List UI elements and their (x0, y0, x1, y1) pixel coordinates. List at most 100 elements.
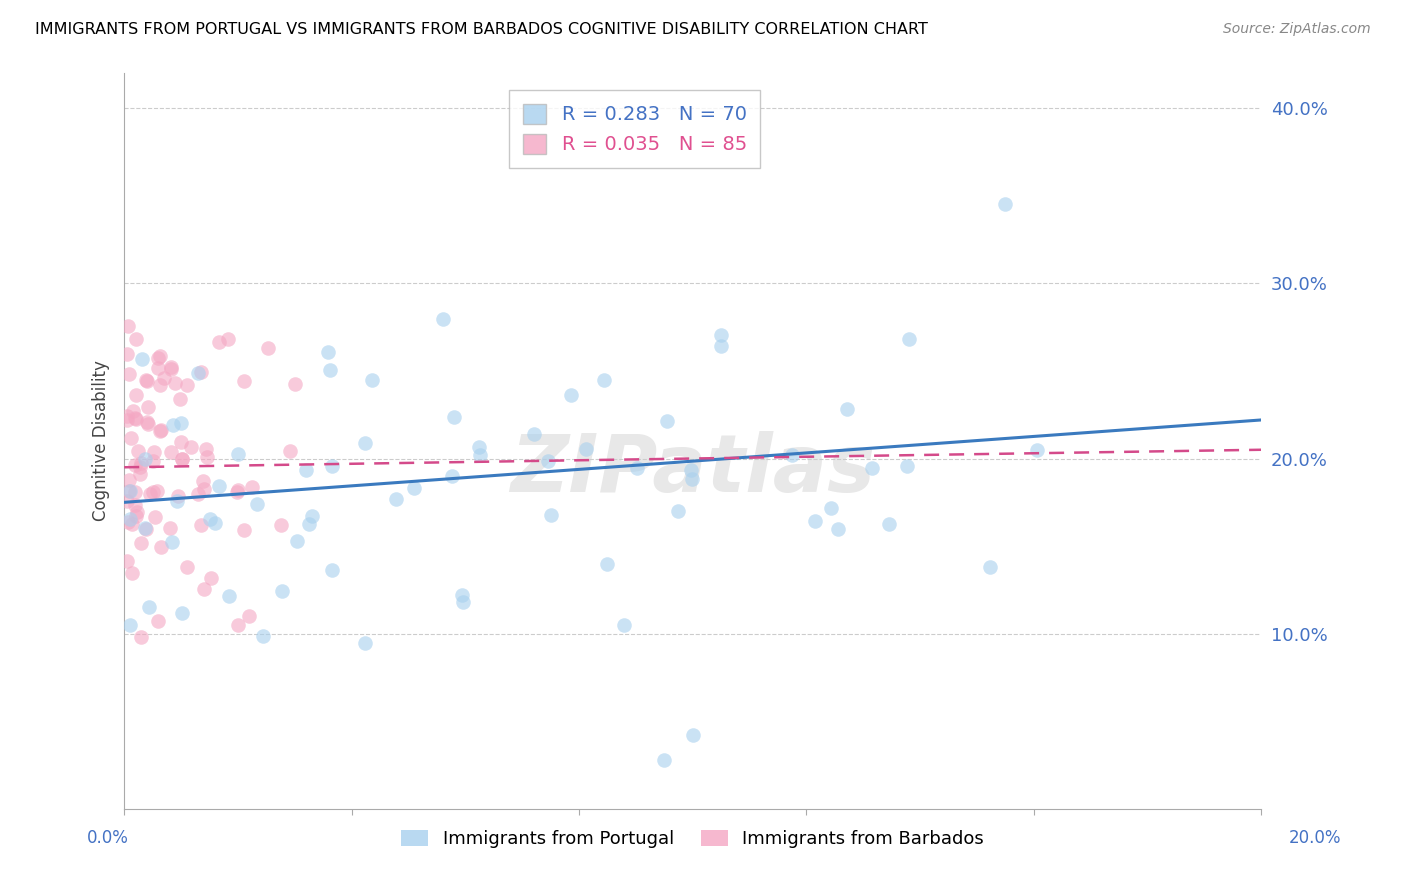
Point (162, 417, 184, 432)
Point (385, 491, 408, 506)
Point (652, 753, 675, 767)
Point (453, 594, 475, 608)
Point (240, 480, 263, 494)
Point (321, 459, 343, 474)
Point (131, 351, 153, 366)
Point (897, 332, 920, 346)
Point (125, 412, 148, 426)
Point (176, 378, 198, 392)
Point (129, 535, 152, 549)
Point (710, 328, 733, 343)
Point (129, 630, 152, 644)
Point (1025, 443, 1047, 458)
Point (172, 451, 194, 466)
Point (115, 413, 138, 427)
Point (285, 533, 308, 548)
Point (170, 451, 193, 466)
Point (124, 485, 146, 500)
Point (148, 615, 170, 629)
Point (596, 558, 619, 572)
Point (226, 618, 249, 632)
Text: Source: ZipAtlas.com: Source: ZipAtlas.com (1223, 22, 1371, 37)
Point (121, 566, 143, 580)
Point (139, 487, 162, 501)
Point (827, 522, 849, 536)
Point (159, 521, 181, 535)
Point (160, 445, 183, 459)
Point (146, 484, 169, 499)
Point (118, 618, 141, 632)
Point (121, 404, 143, 418)
Point (246, 497, 269, 511)
Point (271, 584, 294, 599)
Point (160, 362, 183, 376)
Point (135, 373, 157, 387)
Point (160, 535, 183, 549)
Point (226, 483, 249, 497)
Point (404, 481, 426, 495)
Point (361, 373, 384, 387)
Point (125, 388, 148, 402)
Point (319, 363, 342, 377)
Point (655, 414, 678, 428)
Point (124, 411, 146, 425)
Point (896, 459, 918, 474)
Point (138, 417, 160, 431)
Point (115, 409, 138, 423)
Point (225, 485, 247, 500)
Point (115, 554, 138, 568)
Point (354, 636, 377, 650)
Point (166, 494, 188, 508)
Point (118, 512, 141, 526)
Point (877, 516, 900, 531)
Point (146, 351, 169, 365)
Text: ZIPatlas: ZIPatlas (510, 432, 875, 509)
Text: IMMIGRANTS FROM PORTUGAL VS IMMIGRANTS FROM BARBADOS COGNITIVE DISABILITY CORREL: IMMIGRANTS FROM PORTUGAL VS IMMIGRANTS F… (35, 22, 928, 37)
Point (443, 409, 465, 424)
Point (679, 462, 702, 476)
Point (146, 361, 169, 376)
Point (187, 487, 209, 501)
Point (284, 376, 307, 391)
Point (115, 347, 138, 361)
Point (187, 366, 209, 380)
Point (592, 373, 614, 387)
Point (354, 436, 377, 450)
Point (134, 521, 156, 535)
Point (159, 359, 181, 374)
Point (860, 461, 883, 475)
Point (138, 600, 160, 615)
Point (217, 333, 239, 347)
Point (149, 424, 172, 438)
Point (124, 332, 146, 346)
Point (804, 514, 827, 528)
Point (450, 588, 472, 602)
Point (134, 451, 156, 466)
Point (191, 474, 214, 488)
Point (129, 459, 152, 474)
Point (118, 484, 141, 499)
Point (149, 423, 172, 437)
Point (149, 540, 172, 554)
Point (149, 349, 172, 363)
Point (172, 607, 194, 621)
Point (233, 374, 256, 388)
Point (198, 511, 221, 525)
Point (118, 473, 141, 487)
Point (207, 479, 229, 493)
Point (149, 377, 172, 392)
Point (468, 448, 491, 462)
Point (270, 518, 292, 533)
Point (118, 484, 141, 499)
Point (238, 609, 260, 624)
Point (441, 469, 464, 483)
Point (295, 463, 318, 477)
Point (129, 456, 152, 470)
Point (523, 427, 546, 442)
Point (710, 339, 733, 353)
Point (127, 443, 149, 458)
Point (115, 493, 138, 508)
Point (233, 524, 256, 538)
Point (575, 442, 598, 456)
Point (204, 516, 226, 531)
